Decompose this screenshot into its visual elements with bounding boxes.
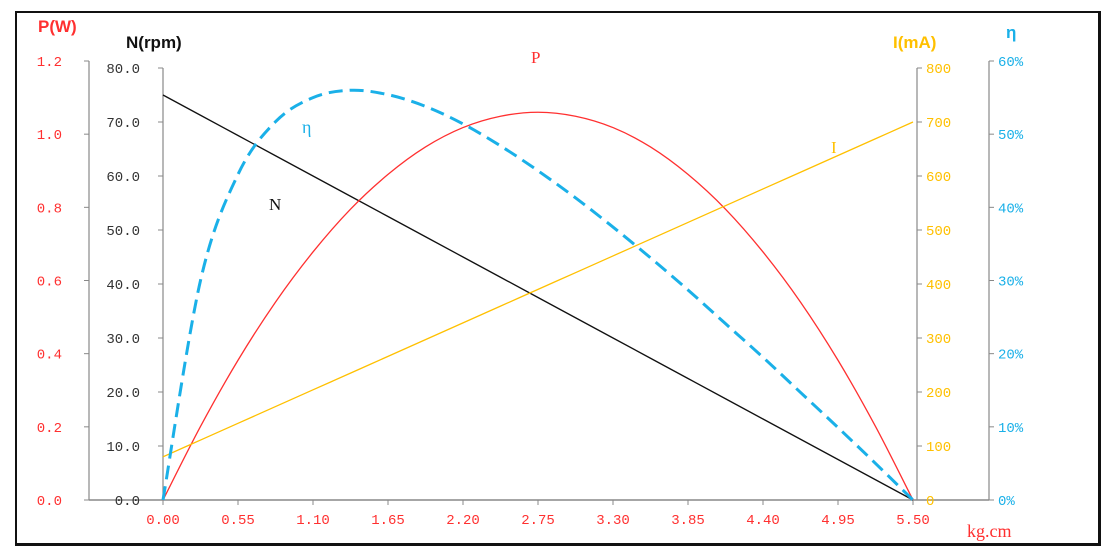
I-tick-label: 200 bbox=[926, 386, 951, 402]
i-axis-title: I(mA) bbox=[893, 33, 936, 52]
x-tick-label: 2.20 bbox=[446, 513, 480, 529]
eta-tick-label: 40% bbox=[998, 201, 1024, 217]
x-tick-label: 0.55 bbox=[221, 513, 255, 529]
x-tick-label: 3.30 bbox=[596, 513, 630, 529]
eta-tick-label: 50% bbox=[998, 128, 1024, 144]
eta-tick-label: 20% bbox=[998, 348, 1024, 364]
I-tick-label: 600 bbox=[926, 170, 951, 186]
x-axis-label: kg.cm bbox=[967, 521, 1012, 541]
eta-tick-label: 10% bbox=[998, 421, 1024, 437]
eta-tick-label: 30% bbox=[998, 275, 1024, 291]
I-tick-label: 0 bbox=[926, 494, 934, 510]
series-label-n: N bbox=[269, 195, 281, 214]
series-line-I bbox=[162, 121, 914, 458]
P-tick-label: 0.2 bbox=[37, 421, 62, 437]
I-tick-label: 100 bbox=[926, 440, 951, 456]
N-tick-label: 30.0 bbox=[106, 332, 140, 348]
series-line-eta bbox=[161, 88, 915, 502]
N-tick-label: 60.0 bbox=[106, 170, 140, 186]
x-tick-label: 4.40 bbox=[746, 513, 780, 529]
series-line-P bbox=[162, 111, 914, 501]
x-tick-label: 4.95 bbox=[821, 513, 855, 529]
eta-tick-label: 0% bbox=[998, 494, 1015, 510]
I-tick-label: 800 bbox=[926, 62, 951, 78]
I-tick-label: 300 bbox=[926, 332, 951, 348]
series-line-N bbox=[162, 94, 914, 501]
N-tick-label: 80.0 bbox=[106, 62, 140, 78]
P-tick-label: 0.8 bbox=[37, 201, 62, 217]
x-tick-label: 1.65 bbox=[371, 513, 405, 529]
N-tick-label: 0.0 bbox=[115, 494, 140, 510]
x-tick-label: 2.75 bbox=[521, 513, 555, 529]
x-tick-label: 0.00 bbox=[146, 513, 180, 529]
P-tick-label: 0.0 bbox=[37, 494, 62, 510]
P-tick-label: 1.2 bbox=[37, 55, 62, 71]
N-tick-label: 50.0 bbox=[106, 224, 140, 240]
N-tick-label: 40.0 bbox=[106, 278, 140, 294]
eta-tick-label: 60% bbox=[998, 55, 1024, 71]
P-tick-label: 0.4 bbox=[37, 348, 62, 364]
x-tick-label: 1.10 bbox=[296, 513, 330, 529]
eta-axis-title: η bbox=[1006, 23, 1016, 42]
p-axis-title: P(W) bbox=[38, 17, 77, 36]
x-tick-label: 3.85 bbox=[671, 513, 705, 529]
chart-frame bbox=[15, 11, 1101, 546]
N-tick-label: 70.0 bbox=[106, 116, 140, 132]
P-tick-label: 0.6 bbox=[37, 275, 62, 291]
N-tick-label: 20.0 bbox=[106, 386, 140, 402]
N-tick-label: 10.0 bbox=[106, 440, 140, 456]
series-label-eta: η bbox=[302, 117, 311, 137]
I-tick-label: 500 bbox=[926, 224, 951, 240]
I-tick-label: 400 bbox=[926, 278, 951, 294]
n-axis-title: N(rpm) bbox=[126, 33, 182, 52]
P-tick-label: 1.0 bbox=[37, 128, 62, 144]
I-tick-label: 700 bbox=[926, 116, 951, 132]
series-label-p: P bbox=[531, 48, 540, 67]
series-label-i: I bbox=[831, 138, 837, 157]
x-tick-label: 5.50 bbox=[896, 513, 930, 529]
